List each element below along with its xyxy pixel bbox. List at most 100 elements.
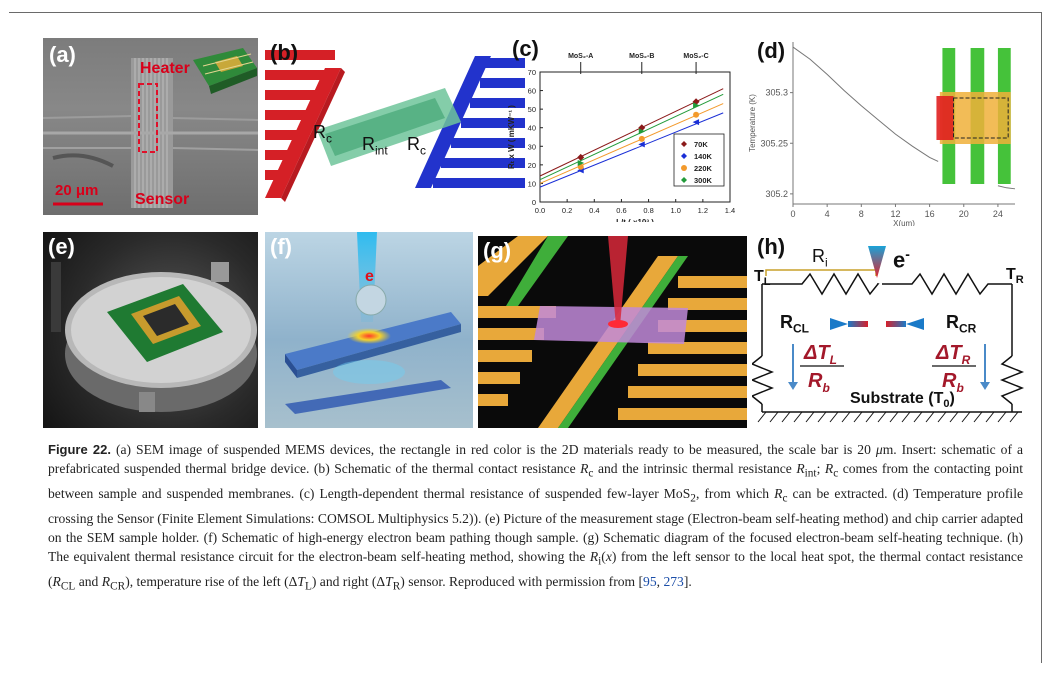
- panel-c-chart: 0.0 0.2 0.4 0.6 0.8 1.0 1.2 1.4 0 10 20 30 40 50 60 70 L…: [500, 32, 745, 222]
- panel-f-electron-beam-schematic: (f) e: [265, 232, 473, 428]
- electron-beam-schematic: [285, 232, 461, 414]
- chart-c-y-tick-label: 10: [528, 179, 536, 188]
- chart-c-legend-label: 70K: [694, 140, 708, 149]
- chart-c-y-tick-label: 70: [528, 68, 536, 77]
- chart-c-legend-box: [673, 133, 725, 187]
- chart-c-x-tick-label: 0.4: [589, 206, 599, 215]
- chart-c-y-axis-label: Rₜ x W ( mKW⁻¹ ): [507, 105, 516, 169]
- rb-left-label: Rb: [808, 370, 830, 395]
- chart-c-point: [577, 153, 585, 161]
- chart-c-fit-line: [539, 103, 724, 184]
- chart-c-fit-line: [539, 112, 724, 188]
- chart-d-temperature-line: [792, 46, 939, 162]
- panel-h-label: (h): [757, 234, 786, 259]
- stage-photo: [51, 262, 257, 412]
- focused-beam-schematic: [478, 236, 747, 428]
- tr-label: TR: [1006, 266, 1024, 287]
- panel-c-label: (c): [512, 36, 539, 61]
- electron-beam-triangle: [868, 246, 886, 278]
- chart-c-annotation: MoS₂-A: [568, 53, 593, 60]
- chart-d-x-tick-label: 0: [790, 209, 795, 219]
- chart-d-hot-spot: [936, 96, 954, 140]
- chart-d-x-tick-label: 24: [993, 209, 1003, 219]
- chart-c-x-tick-label: 0.2: [562, 206, 572, 215]
- chart-d-y-tick-label: 305.25: [760, 138, 788, 148]
- chart-d-x-tick-label: 12: [890, 209, 900, 219]
- chart-c-legend-marker: [681, 165, 687, 171]
- rc-right-label: Rc: [407, 134, 426, 158]
- chart-d-x-tick-label: 16: [925, 209, 935, 219]
- chart-c-y-tick-label: 50: [528, 105, 536, 114]
- chart-c-x-tick-label: 0.8: [643, 206, 653, 215]
- inset-device-schematic: [193, 48, 257, 94]
- panel-h-thermal-circuit: (h) Ri e- TL TR RCL RCR ΔTL Rb ΔTR Rb Su…: [752, 232, 1032, 428]
- chart-c-point: [638, 135, 645, 142]
- panel-d-temperature-profile: 0 4 8 12 16 20 24 305.2 305.25 305.3 X(um) Temperat…: [745, 36, 1030, 226]
- chart-c-svg: 0.0 0.2 0.4 0.6 0.8 1.0 1.2 1.4 0 10 20 30 40 50 60 70 L…: [507, 53, 735, 222]
- heater-label: Heater: [140, 60, 190, 77]
- rcr-label: RCR: [946, 312, 977, 336]
- panel-a-label: (a): [49, 42, 76, 67]
- dtr-label: ΔTR: [936, 342, 971, 367]
- chart-c-annotation: MoS₂-C: [683, 53, 708, 60]
- panel-g-focused-beam-schematic: (g): [478, 236, 747, 428]
- chart-c-annotation: MoS₂-B: [629, 53, 654, 60]
- contact-schematic: [265, 50, 525, 202]
- chart-d-y-tick-label: 305.3: [765, 88, 788, 98]
- chart-c-legend-label: 300K: [694, 176, 713, 185]
- sem-image: [43, 48, 258, 208]
- chart-c-point: [638, 141, 645, 148]
- chart-d-svg: 0 4 8 12 16 20 24 305.2 305.25 305.3 X(um) Temperat…: [748, 42, 1016, 226]
- chart-c-x-tick-label: 1.0: [670, 206, 680, 215]
- rc-left-label: Rc: [313, 122, 332, 146]
- rb-right-label: Rb: [942, 370, 964, 395]
- tl-label: TL: [754, 268, 771, 289]
- panel-e-stage-photo: (e): [43, 232, 258, 428]
- chart-d-x-tick-label: 8: [859, 209, 864, 219]
- ri-label: Ri: [812, 246, 828, 270]
- chart-c-legend-marker: [681, 177, 687, 183]
- electron-symbol: e: [365, 268, 374, 285]
- chart-c-y-tick-label: 40: [528, 124, 536, 133]
- chart-c-x-tick-label: 0.6: [616, 206, 626, 215]
- chart-c-y-tick-label: 60: [528, 87, 536, 96]
- chart-c-point: [692, 98, 700, 106]
- chart-c-fit-line: [539, 88, 724, 177]
- citation-273[interactable]: 273: [663, 574, 684, 590]
- chart-c-point: [638, 128, 646, 135]
- chart-c-x-tick-label: 1.2: [698, 206, 708, 215]
- chart-c-point: [638, 124, 646, 132]
- panel-g-label: (g): [483, 238, 512, 263]
- chart-c-point: [693, 111, 700, 118]
- chart-d-x-tick-label: 20: [959, 209, 969, 219]
- substrate-label: Substrate (T0): [850, 390, 955, 411]
- chart-c-x-tick-label: 0.0: [535, 206, 545, 215]
- rint-label: Rint: [362, 134, 388, 158]
- chart-c-point: [692, 119, 700, 126]
- chart-d-temperature-line: [997, 185, 1016, 190]
- chart-c-legend-label: 220K: [694, 164, 713, 173]
- chart-d-y-axis-label: Temperature (K): [748, 94, 757, 152]
- panel-a-sem-image: (a) Heater Sensor 20 μm: [43, 38, 258, 215]
- chart-d-y-tick-label: 305.2: [765, 189, 788, 199]
- chart-c-y-tick-label: 30: [528, 142, 536, 151]
- chart-c-x-axis-label: L/t ( x10³ ): [616, 218, 654, 222]
- panel-d-label: (d): [757, 38, 786, 63]
- focused-beam: [608, 236, 628, 326]
- chart-c-legend-marker: [681, 141, 687, 147]
- chart-d-dashed-box: [953, 97, 1009, 139]
- chart-c-y-tick-label: 20: [528, 161, 536, 170]
- panel-e-label: (e): [48, 234, 75, 259]
- figure-caption: Figure 22. (a) SEM image of suspended ME…: [48, 442, 1024, 594]
- rcl-label: RCL: [780, 312, 809, 336]
- scale-bar-label: 20 μm: [55, 182, 99, 199]
- electron-label: e-: [893, 246, 910, 273]
- chart-c-legend-label: 140K: [694, 152, 713, 161]
- panel-f-label: (f): [270, 234, 292, 259]
- thermal-circuit: [752, 246, 1025, 423]
- citation-95[interactable]: 95: [643, 574, 657, 590]
- chart-c-fit-line: [539, 93, 724, 181]
- figure-frame: [9, 12, 1042, 663]
- heat-spot: [347, 328, 391, 344]
- chart-c-y-tick-label: 0: [532, 198, 536, 207]
